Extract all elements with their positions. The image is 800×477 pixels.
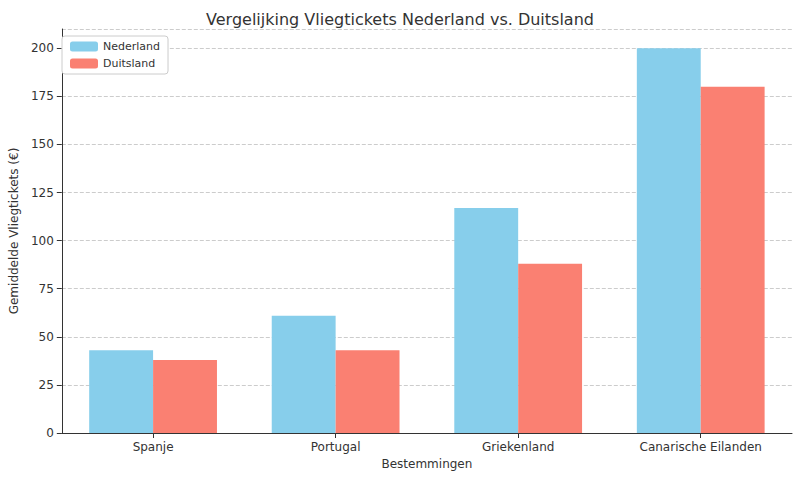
- svg-text:100: 100: [31, 234, 54, 248]
- svg-text:Vergelijking Vliegtickets Nede: Vergelijking Vliegtickets Nederland vs. …: [206, 10, 594, 29]
- svg-text:Duitsland: Duitsland: [103, 57, 155, 70]
- svg-text:75: 75: [39, 282, 54, 296]
- svg-text:Griekenland: Griekenland: [482, 440, 554, 454]
- svg-text:150: 150: [31, 137, 54, 151]
- svg-text:Nederland: Nederland: [103, 40, 160, 53]
- svg-text:Spanje: Spanje: [133, 440, 174, 454]
- svg-text:Portugal: Portugal: [311, 440, 361, 454]
- svg-text:200: 200: [31, 41, 54, 55]
- svg-text:25: 25: [39, 378, 54, 392]
- svg-text:50: 50: [39, 330, 54, 344]
- svg-text:125: 125: [31, 186, 54, 200]
- svg-text:175: 175: [31, 89, 54, 103]
- svg-text:0: 0: [46, 426, 54, 440]
- svg-text:Gemiddelde Vliegtickets (€): Gemiddelde Vliegtickets (€): [7, 148, 21, 315]
- svg-text:Canarische Eilanden: Canarische Eilanden: [640, 440, 762, 454]
- svg-text:Bestemmingen: Bestemmingen: [381, 457, 472, 471]
